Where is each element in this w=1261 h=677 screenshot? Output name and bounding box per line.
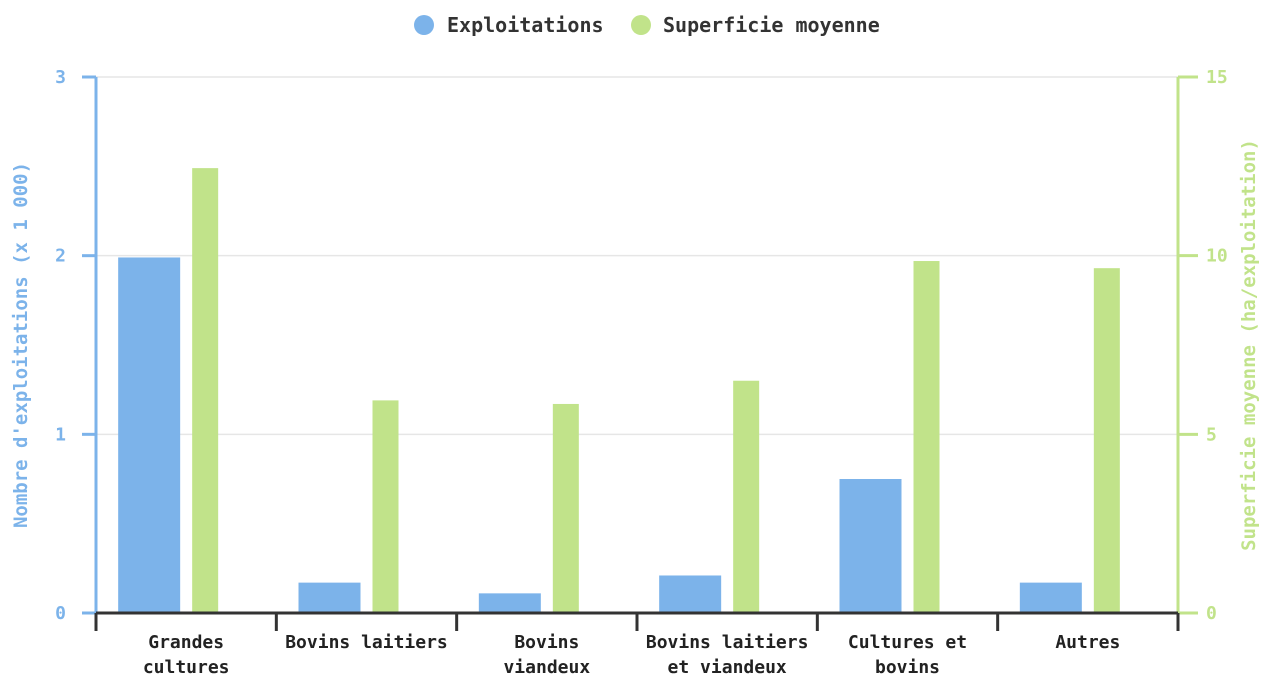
- legend-item-exploitations[interactable]: Exploitations: [414, 13, 604, 37]
- bar-superficie-moyenne[interactable]: [372, 400, 399, 613]
- bar-superficie-moyenne[interactable]: [552, 403, 579, 613]
- x-axis-category-label: Bovins laitiers et viandeux: [646, 632, 809, 677]
- bar-exploitations[interactable]: [478, 593, 541, 613]
- legend-label-superficie-moyenne: Superficie moyenne: [663, 13, 880, 37]
- y-axis-left-tick-label: 2: [55, 246, 66, 267]
- y-axis-left-tick-label: 1: [55, 424, 66, 445]
- legend-item-superficie-moyenne[interactable]: Superficie moyenne: [631, 13, 880, 37]
- bars: [118, 168, 1120, 613]
- legend-marker-superficie-moyenne: [631, 15, 651, 35]
- x-axis-category-label: Autres: [1055, 632, 1120, 653]
- y-axis-right-tick-label: 10: [1206, 246, 1228, 267]
- legend-marker-exploitations: [414, 15, 434, 35]
- y-axis-left-tick-label: 3: [55, 67, 66, 88]
- legend-label-exploitations: Exploitations: [447, 13, 604, 37]
- gridlines: [96, 76, 1178, 436]
- y-axis-right-tick-label: 5: [1206, 424, 1217, 445]
- bar-superficie-moyenne[interactable]: [1093, 268, 1120, 613]
- x-axis-category-label: Cultures et bovins: [848, 632, 967, 677]
- x-axis-category-label: Bovins viandeux: [503, 632, 590, 677]
- y-axis-left-title: Nombre d'exploitations (x 1 000): [10, 162, 32, 528]
- x-axis-category-label: Bovins laitiers: [285, 632, 448, 653]
- x-axis-category-label: Grandes cultures: [143, 632, 230, 677]
- y-axis-right-tick-label: 15: [1206, 67, 1228, 88]
- bar-exploitations[interactable]: [298, 582, 361, 613]
- bar-exploitations[interactable]: [659, 575, 722, 613]
- y-axis-right-tick-label: 0: [1206, 603, 1217, 624]
- bar-exploitations[interactable]: [1019, 582, 1082, 613]
- y-axis-left-tick-label: 0: [55, 603, 66, 624]
- legend: Exploitations Superficie moyenne: [414, 13, 880, 37]
- bar-superficie-moyenne[interactable]: [733, 380, 760, 613]
- y-axis-right-title: Superficie moyenne (ha/exploitation): [1238, 139, 1260, 551]
- axes: 0 1 2 3 0 5 10 15 Grandes cultures Bovins laitiers…: [55, 67, 1228, 677]
- bar-superficie-moyenne[interactable]: [913, 261, 940, 613]
- bar-exploitations[interactable]: [839, 479, 902, 613]
- bar-superficie-moyenne[interactable]: [192, 168, 219, 613]
- bar-exploitations[interactable]: [118, 257, 181, 613]
